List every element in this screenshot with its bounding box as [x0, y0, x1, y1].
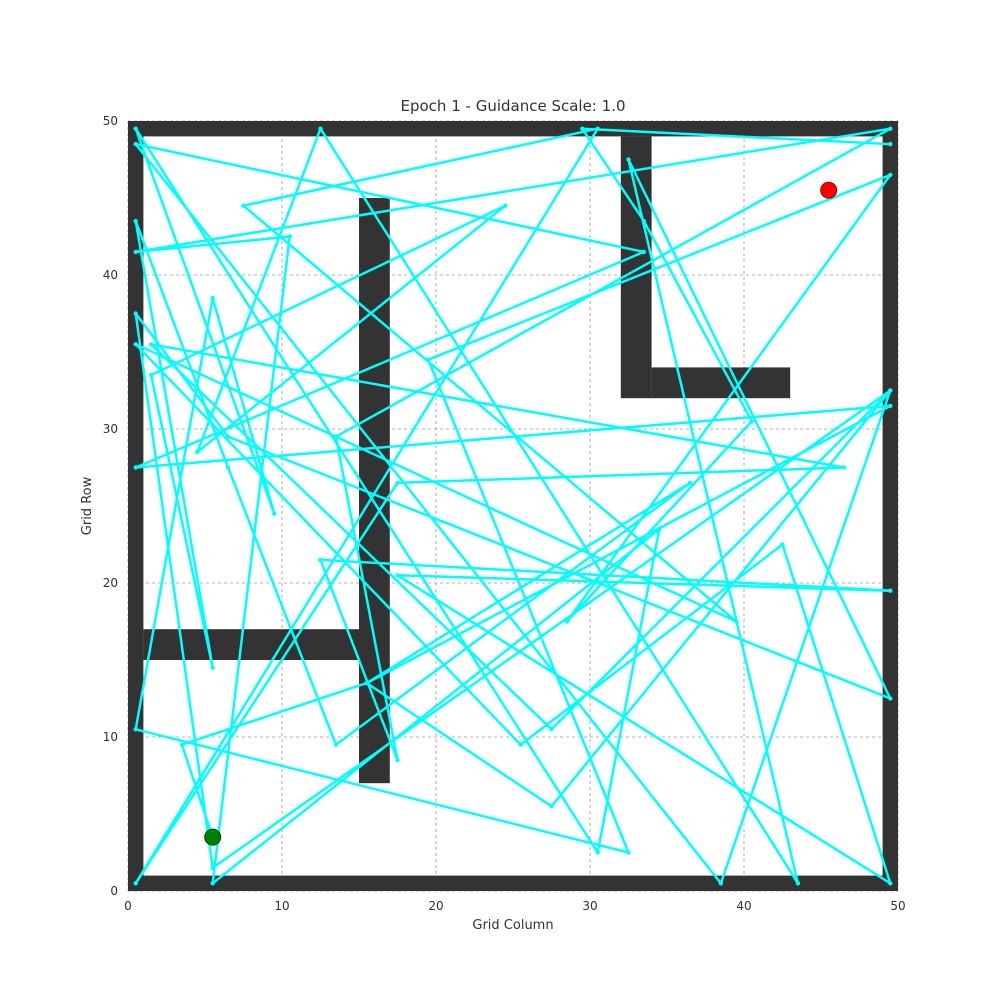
wall-5 — [143, 629, 359, 660]
path-point — [364, 680, 369, 686]
path-point — [841, 465, 847, 470]
trajectory-path — [133, 126, 893, 886]
path-point — [780, 542, 785, 547]
path-point — [272, 511, 277, 516]
path-point — [225, 465, 231, 470]
path-point — [734, 619, 739, 624]
wall-3 — [882, 121, 898, 891]
x-tick-label: 30 — [582, 899, 597, 913]
y-tick-label: 0 — [110, 884, 118, 898]
path-point — [179, 742, 185, 747]
wall-7 — [651, 367, 791, 399]
x-tick-label: 40 — [736, 899, 751, 913]
wall-6 — [620, 136, 652, 399]
chart-title: Epoch 1 - Guidance Scale: 1.0 — [401, 97, 626, 115]
path-point — [549, 727, 554, 732]
path-point — [426, 357, 431, 362]
path-point — [718, 881, 724, 886]
start-marker — [204, 828, 222, 846]
x-tick-label: 10 — [274, 899, 289, 913]
path-point — [888, 172, 893, 178]
path-point — [210, 665, 215, 670]
y-tick-labels: 0 10 20 30 40 50 — [103, 114, 118, 898]
path-point — [318, 126, 323, 131]
path-point — [580, 126, 585, 131]
path-point — [133, 311, 138, 316]
path-point — [503, 203, 508, 208]
path-point — [888, 403, 893, 409]
path-point — [888, 588, 893, 593]
wall-0 — [128, 875, 898, 891]
path-point — [133, 465, 138, 470]
path-point — [225, 434, 231, 439]
path-point — [133, 881, 138, 886]
path-point — [333, 434, 339, 439]
path-point — [888, 881, 893, 886]
path-point — [395, 573, 400, 578]
path-point — [564, 619, 570, 624]
path-point — [888, 126, 893, 131]
path-point — [549, 804, 554, 809]
path-point — [148, 342, 154, 347]
path-point — [210, 865, 215, 871]
path-point — [133, 218, 138, 224]
path-point — [595, 126, 600, 131]
path-point — [888, 141, 893, 147]
path-point — [133, 141, 138, 147]
path-point — [795, 881, 801, 886]
path-point — [210, 295, 215, 301]
path-point — [518, 742, 523, 747]
path-point — [395, 480, 400, 486]
y-tick-label: 20 — [103, 576, 118, 590]
goal-marker — [820, 181, 838, 199]
y-axis-label: Grid Row — [80, 476, 95, 535]
path-point — [595, 850, 600, 855]
path-point — [641, 218, 647, 224]
x-tick-labels: 0 10 20 30 40 50 — [124, 899, 905, 913]
path-point — [210, 881, 215, 886]
path-point — [395, 757, 400, 763]
wall-1 — [128, 121, 898, 137]
y-tick-label: 10 — [103, 730, 118, 744]
path-point — [641, 249, 647, 255]
x-axis-label: Grid Column — [472, 918, 553, 933]
path-point — [888, 696, 893, 701]
y-tick-label: 30 — [103, 422, 118, 436]
path-point — [133, 342, 138, 347]
path-point — [133, 249, 138, 255]
path-point — [888, 388, 893, 393]
y-tick-label: 50 — [103, 114, 118, 128]
path-point — [333, 742, 339, 747]
path-point — [626, 157, 631, 162]
path-point — [318, 557, 323, 563]
path-point — [749, 419, 754, 424]
path-point — [687, 480, 693, 486]
x-tick-label: 50 — [890, 899, 905, 913]
x-tick-label: 0 — [124, 899, 132, 913]
maze-walls — [128, 121, 898, 891]
markers — [204, 181, 838, 846]
y-tick-label: 40 — [103, 268, 118, 282]
path-point — [657, 526, 662, 532]
path-point — [133, 126, 138, 131]
path-point — [287, 234, 292, 239]
wall-2 — [128, 121, 144, 891]
path-point — [133, 727, 138, 732]
x-tick-label: 20 — [428, 899, 443, 913]
path-line — [134, 127, 892, 885]
path-point — [241, 203, 246, 208]
path-point — [626, 850, 631, 855]
path-point — [195, 449, 200, 455]
path-point — [148, 372, 154, 378]
